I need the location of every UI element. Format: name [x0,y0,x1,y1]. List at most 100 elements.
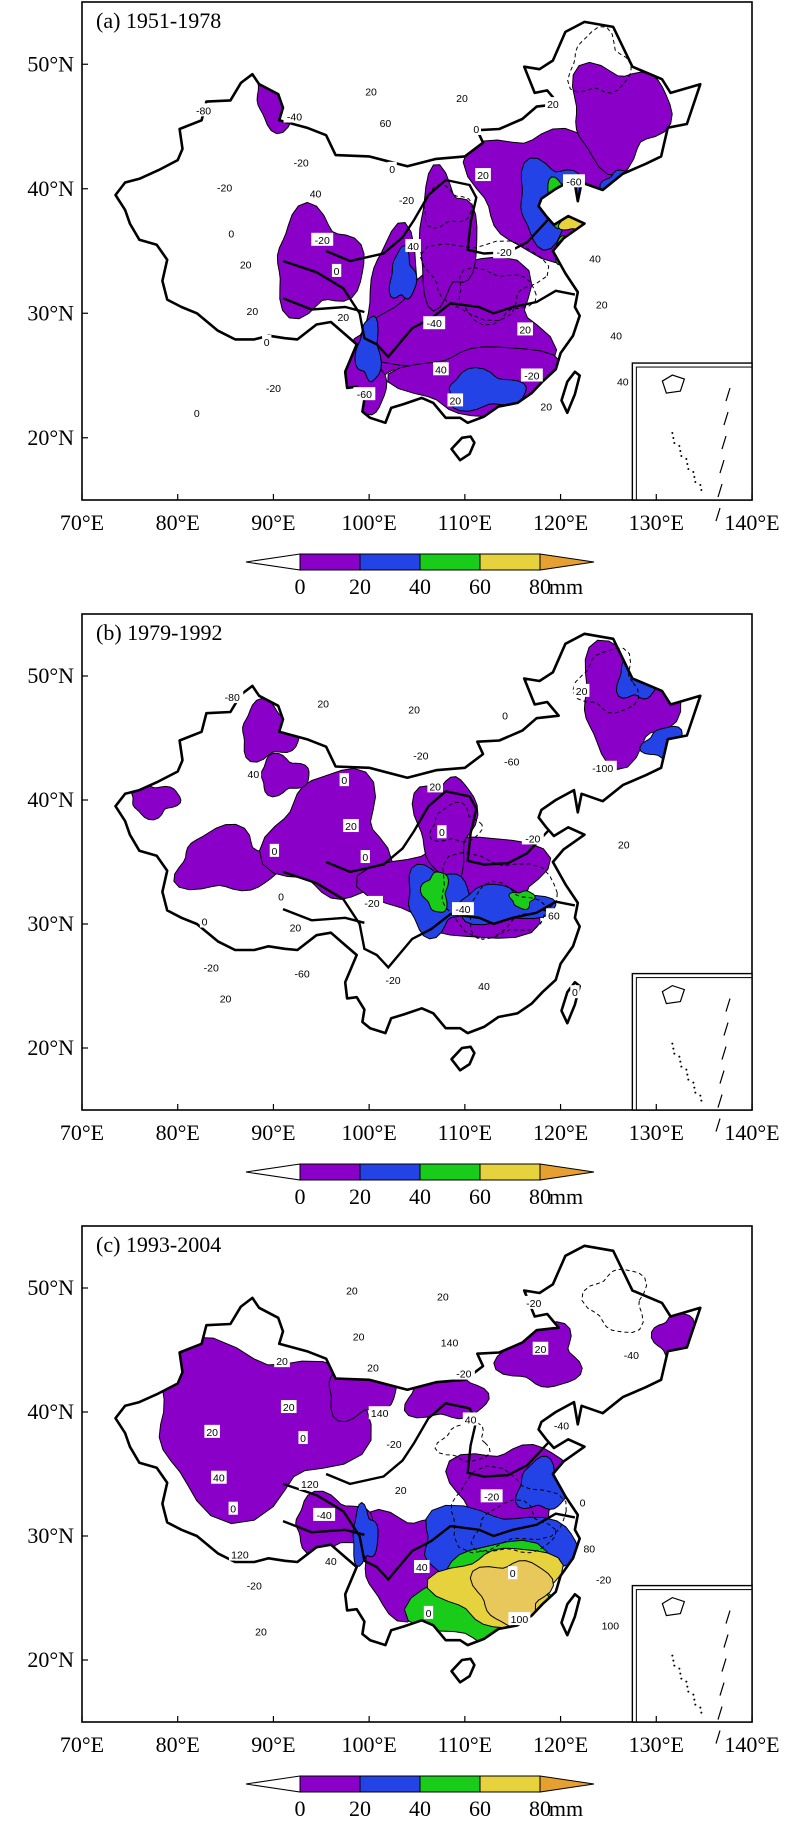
colorbar-tick-label: 20 [349,574,371,599]
contour-label-box [592,1572,615,1586]
contour-label-box [269,843,280,857]
contour-label-box [361,895,383,909]
contour-label: 40 [435,364,447,376]
contour-label: 20 [449,395,461,407]
inset-inner-frame [635,1589,753,1723]
inset-boundary-dash [717,483,723,498]
contour-label: 20 [547,99,559,111]
contour-label-box [563,174,585,188]
contour-label: 20 [317,698,329,710]
lat-tick-label: 40°N [27,1399,74,1424]
inset-island-dot [679,1060,682,1063]
contour-label-box [204,1424,220,1438]
contour-label-box [476,979,492,992]
inset-island-dot [694,1091,697,1094]
contour-label: 100 [602,1620,620,1632]
contour-label: -20 [204,962,219,974]
contour-label: -40 [317,1510,332,1522]
lon-tick-label: 70°E [60,1120,104,1145]
contour-label-box [323,1553,339,1567]
contour-label-box [313,1507,336,1521]
tibet-river [282,297,365,314]
contour-label: 40 [325,1556,337,1568]
contour-label: 0 [426,1608,432,1620]
contour-label-box [298,1476,321,1490]
lat-tick-label: 30°N [27,300,74,325]
contour-label: -80 [225,692,240,704]
colorbar-tick-label: 20 [349,1796,371,1821]
rainfall-region-3 [173,823,281,892]
contour-label: -40 [624,1350,639,1362]
contour-label-box [413,1560,430,1573]
colorbar-tick-label: 40 [409,574,431,599]
inset-hainan [661,1596,686,1617]
contour-label: 40 [213,1473,225,1485]
lon-tick-label: 130°E [629,1732,684,1757]
contour-label: -80 [196,105,211,117]
contour-label: 20 [576,686,588,698]
inset-boundary-dash [723,1022,729,1036]
contour-label-box [199,914,210,928]
colorbar-tick-label: 80 [529,574,551,599]
contour-label: 20 [395,1485,407,1497]
colorbar-tick-label: 60 [469,574,491,599]
inset-island-dot [673,1664,676,1667]
contour-label: 20 [220,993,232,1005]
inset-island-dot [694,481,697,484]
contour-label: 0 [572,987,578,999]
inset-island-dot [685,458,688,461]
lon-tick-label: 120°E [533,1732,588,1757]
contour-label: 0 [202,917,208,929]
inset-island-dot [699,1706,702,1709]
inset-island-dot [692,471,695,474]
inset-island-dot [694,1703,697,1706]
contour-label-box [452,1366,475,1380]
contour-label-box [228,1547,251,1561]
hainan-island [450,1045,476,1072]
contour-label: 80 [583,1543,595,1555]
contour-label: -60 [357,389,372,401]
contour-label-box [331,263,342,277]
contour-label: 0 [439,827,445,839]
inset-island-dot [693,1086,696,1089]
inset-boundary-dash [723,1634,729,1648]
china-border [114,20,702,425]
contour-label: 20 [290,923,302,935]
rainfall-region-12 [388,245,418,300]
contour-label: 0 [194,408,200,420]
tibet-river [282,1519,365,1536]
colorbar-tick-label: 0 [295,1184,306,1209]
lon-tick-label: 140°E [724,510,779,535]
contour-label-box [409,748,432,762]
rainfall-region-7 [571,61,673,177]
lon-tick-label: 70°E [60,510,104,535]
contour-label-box [493,245,516,259]
lon-tick-label: 140°E [724,1120,779,1145]
contour-label-box [287,920,304,934]
colorbar-tick-label: 80 [529,1184,551,1209]
lon-tick-label: 110°E [438,1120,492,1145]
inset-island-dot [680,455,683,458]
colorbar-segment [299,1775,361,1793]
contour-label-box [508,1612,531,1626]
colorbar-segment [359,553,421,571]
contour-label-box [471,121,481,135]
colorbar-segment [479,1775,541,1793]
contour-label-box [350,1329,367,1343]
inset-island-dot [672,1659,675,1662]
taiwan-island [560,1593,581,1637]
contour-label: -40 [455,904,470,916]
lon-tick-label: 100°E [342,1732,397,1757]
contour-label: 20 [408,704,420,716]
contour-label-box [368,1406,391,1420]
contour-label-box [311,232,334,246]
contour-label: -20 [386,1439,401,1451]
inset-island-dot [673,442,676,445]
lat-tick-label: 50°N [27,663,74,688]
contour-label: -20 [456,1369,471,1381]
yangtze-river [282,259,576,359]
contour-label: 120 [301,1479,319,1491]
